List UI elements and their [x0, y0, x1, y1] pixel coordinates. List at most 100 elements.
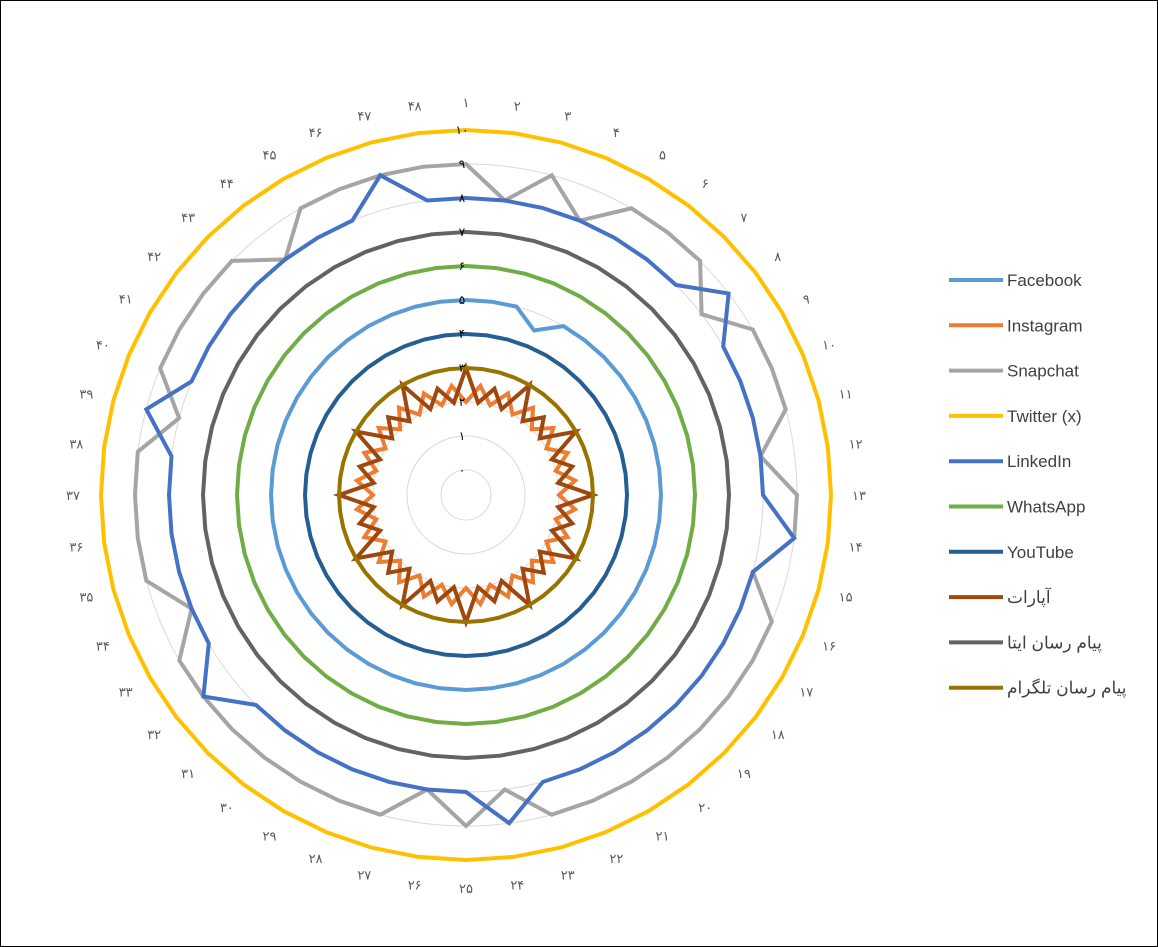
category-label: ۹: [803, 293, 810, 308]
legend-label: پیام رسان تلگرام: [1007, 678, 1127, 699]
legend-item: Instagram: [949, 316, 1083, 335]
series-line-5: [234, 263, 698, 727]
category-label: ۷: [740, 211, 747, 226]
legend-label: Instagram: [1007, 316, 1083, 335]
radial-tick-label: ۷: [459, 225, 466, 239]
category-label: ۲۵: [459, 882, 473, 897]
legend-label: آپارات: [1007, 586, 1052, 608]
radial-tick-label: ۵: [459, 293, 465, 307]
category-label: ۲۱: [656, 829, 670, 844]
category-labels: ۱ ۲۳۴۵۶۷۸۹۱۰۱۱۱۲۱۳۱۴۱۵۱۶۱۷۱۸۱۹۲۰۲۱۲۲۲۳۲۴۲…: [66, 96, 866, 897]
radial-tick-label: ۴: [459, 327, 465, 341]
category-label: ۲۳: [561, 869, 575, 884]
legend-item: Snapchat: [949, 362, 1079, 381]
grid-ring: [406, 435, 526, 555]
category-label: ۱۸: [771, 728, 785, 743]
category-label: ۱۱: [839, 387, 853, 402]
category-label: ۳۷: [66, 489, 80, 504]
radial-tick-label: ۹: [459, 157, 465, 171]
category-label: ۶: [702, 177, 709, 192]
category-label: ۲۰: [698, 801, 712, 816]
radial-tick-label: ۸: [459, 191, 466, 205]
category-label: ۴۶: [309, 126, 323, 141]
legend-label: Facebook: [1007, 271, 1082, 290]
series-line-1: [353, 382, 579, 608]
category-label: ۲۲: [609, 852, 623, 867]
category-label: ۱۶: [822, 639, 836, 654]
category-label: ۱۲: [849, 438, 863, 453]
radial-tick-label: ۱۰: [456, 123, 469, 137]
grid-ring: [440, 469, 492, 521]
legend-label: Twitter (x): [1007, 407, 1082, 426]
category-label: ۳: [564, 109, 571, 124]
legend: Facebook Instagram Snapchat Twitter (x) Link…: [949, 271, 1127, 699]
radial-tick-label: ۶: [459, 259, 465, 273]
category-label: ۴۰: [96, 339, 110, 354]
series-line-0: [268, 297, 664, 693]
grid-ring: [100, 129, 832, 861]
legend-item: آپارات: [949, 586, 1052, 608]
category-label: ۲۶: [408, 879, 422, 894]
legend-label: پیام رسان ایتا: [1007, 633, 1102, 653]
category-label: ۵: [659, 149, 666, 164]
grid-ring: [134, 163, 798, 827]
category-label: ۴۳: [181, 211, 195, 226]
category-label: ۴۸: [408, 99, 422, 114]
category-label: ۱۹: [737, 767, 751, 782]
category-label: ۳۳: [119, 686, 133, 701]
series-line-8: [200, 229, 732, 761]
legend-item: پیام رسان تلگرام: [949, 678, 1127, 699]
radial-tick-label: ۲: [459, 395, 465, 409]
category-label: ۴۵: [263, 149, 277, 164]
series-line-4: [143, 172, 797, 826]
category-label: ۱: [463, 96, 470, 111]
category-label: ۱۵: [839, 591, 853, 606]
category-label: ۳۴: [96, 639, 110, 654]
legend-item: LinkedIn: [949, 452, 1071, 471]
category-label: ۲۴: [510, 879, 524, 894]
category-label: ۴۴: [220, 177, 234, 192]
category-label: ۴۱: [119, 293, 133, 308]
legend-label: LinkedIn: [1007, 452, 1071, 471]
category-label: ۳۰: [220, 801, 234, 816]
series-line-9: [336, 365, 596, 625]
category-label: ۱۷: [799, 686, 813, 701]
category-label: ۱۳: [852, 489, 866, 504]
legend-item: Twitter (x): [949, 407, 1082, 426]
category-label: ۳۹: [79, 387, 93, 402]
category-label: ۳۲: [147, 728, 161, 743]
category-label: ۳۸: [69, 438, 83, 453]
legend-label: YouTube: [1007, 543, 1074, 562]
category-label: ۴: [613, 126, 620, 141]
category-label: ۳۵: [79, 591, 93, 606]
radar-grid: [100, 129, 832, 861]
category-label: ۲۸: [309, 852, 323, 867]
series-layer: [98, 127, 834, 863]
radial-tick-labels: ۰ ۱ ۲ ۳ ۴ ۵ ۶ ۷ ۸ ۹ ۱۰: [456, 123, 469, 477]
category-label: ۱۴: [849, 540, 863, 555]
category-label: ۱۰: [822, 339, 836, 354]
legend-item: WhatsApp: [949, 498, 1085, 517]
radial-tick-label: ۱: [459, 429, 465, 443]
category-label: ۸: [774, 250, 781, 265]
legend-label: Snapchat: [1007, 362, 1079, 381]
category-label: ۴۲: [147, 250, 161, 265]
series-line-6: [302, 331, 630, 659]
legend-label: WhatsApp: [1007, 498, 1085, 517]
category-label: ۳۶: [69, 540, 83, 555]
radial-tick-label: ۳: [459, 361, 466, 375]
series-line-3: [98, 127, 834, 863]
legend-item: Facebook: [949, 271, 1082, 290]
category-label: ۳۱: [181, 767, 195, 782]
grid-ring: [202, 231, 730, 759]
category-label: ۲: [514, 99, 521, 114]
legend-item: YouTube: [949, 543, 1074, 562]
grid-ring: [168, 197, 764, 793]
series-line-2: [132, 161, 800, 829]
category-label: ۴۷: [357, 109, 371, 124]
category-label: ۲۷: [357, 869, 371, 884]
legend-item: پیام رسان ایتا: [949, 633, 1102, 653]
radial-tick-label: ۰: [459, 463, 465, 477]
